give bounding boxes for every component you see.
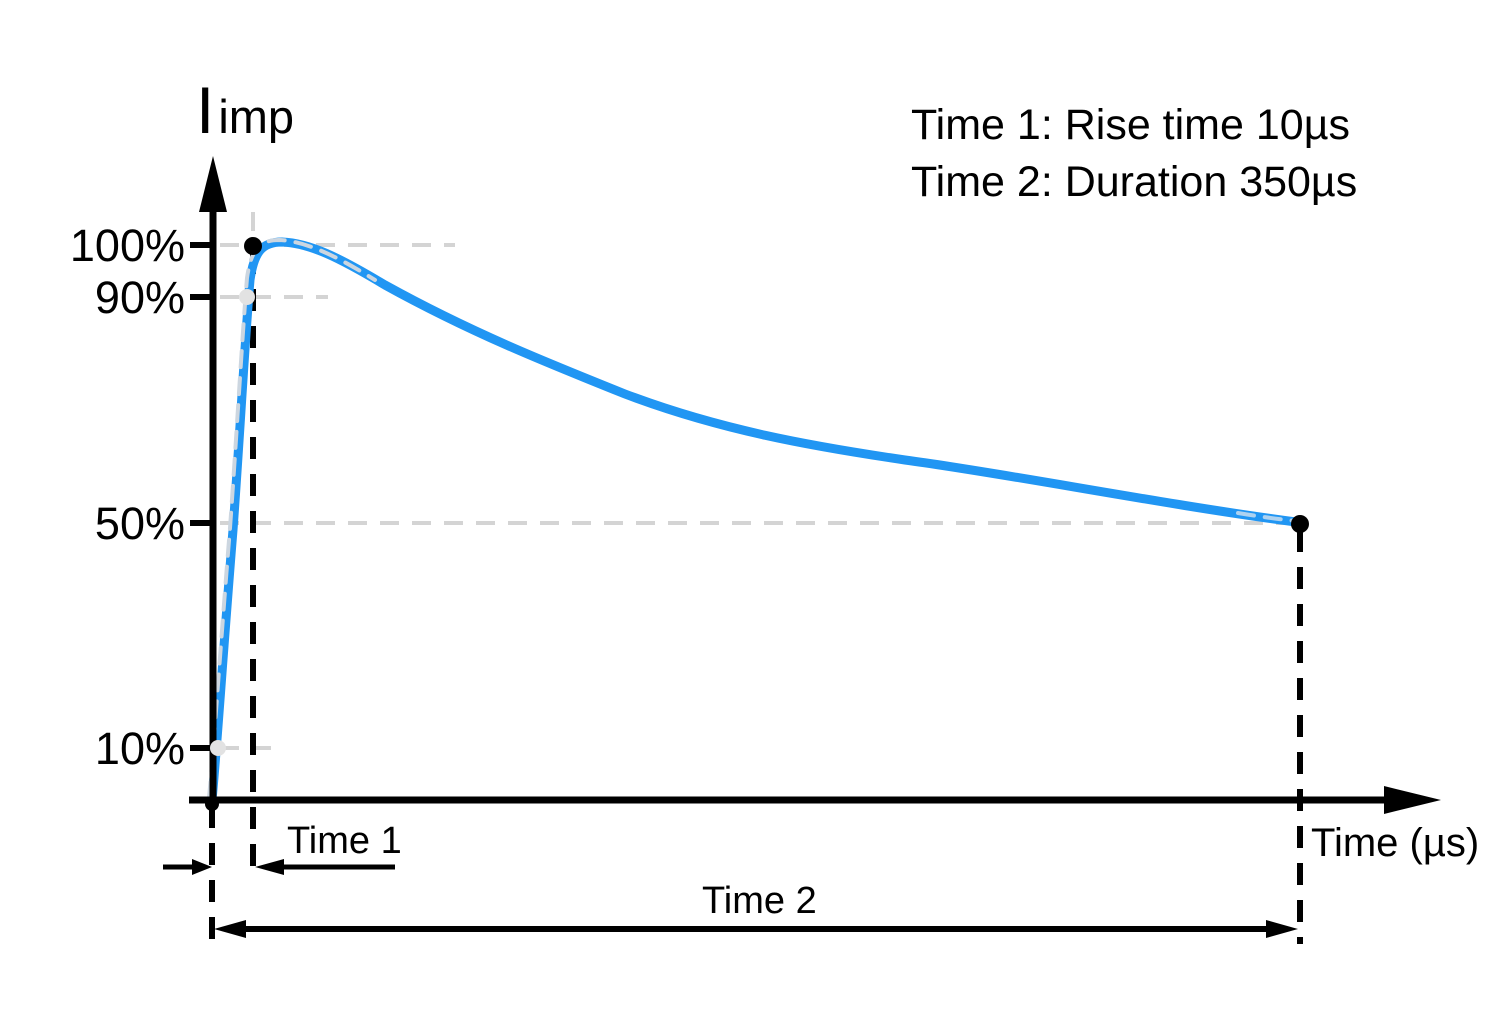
- end-50pct-marker-dot: [1291, 515, 1309, 533]
- time1-arrow-left-pointing: [255, 859, 284, 875]
- tick-label-50pct: 50%: [95, 498, 185, 549]
- time2-dimension: [214, 920, 1298, 938]
- time1-arrow-right-pointing: [192, 859, 212, 875]
- time1-dimension: [163, 859, 395, 875]
- rise-90pct-marker-dot: [239, 289, 255, 305]
- tick-label-100pct: 100%: [70, 220, 185, 271]
- guide-lines: [220, 212, 1292, 750]
- time2-arrow-right: [1266, 920, 1298, 938]
- impulse-curve-dashed-overlay-rise: [207, 237, 377, 800]
- x-axis-arrowhead: [1384, 786, 1441, 814]
- x-axis-label: Time (µs): [1311, 821, 1479, 865]
- time2-arrow-left: [214, 920, 246, 938]
- peak-marker-dot: [244, 237, 262, 255]
- tick-label-90pct: 90%: [95, 272, 185, 323]
- y-axis-title-main: I: [196, 73, 214, 147]
- tick-label-10pct: 10%: [95, 723, 185, 774]
- note-duration: Time 2: Duration 350µs: [911, 158, 1357, 206]
- origin-marker-dot: [205, 797, 219, 811]
- y-axis-title-subscript: imp: [218, 90, 294, 143]
- y-axis-title: Iimp: [196, 73, 294, 147]
- time1-label: Time 1: [287, 820, 402, 862]
- y-axis-arrowhead: [199, 156, 227, 212]
- impulse-curve-dashed-overlay-end: [1236, 511, 1298, 523]
- note-rise-time: Time 1: Rise time 10µs: [911, 101, 1350, 149]
- rise-10pct-marker-dot: [210, 740, 226, 756]
- time2-label: Time 2: [702, 880, 817, 922]
- impulse-curve: [207, 237, 1301, 805]
